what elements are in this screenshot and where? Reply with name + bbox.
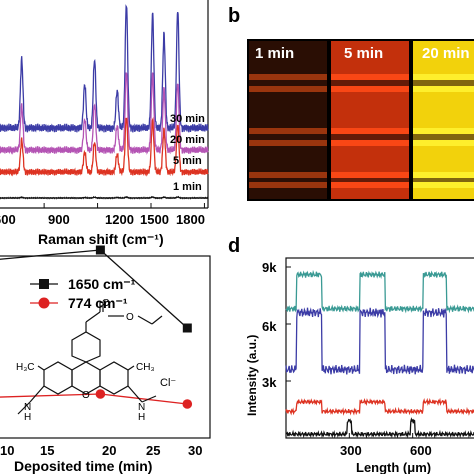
profile-lower: [285, 397, 474, 416]
panel-label-d: d: [228, 235, 240, 257]
molecule-o-carbonyl: O: [102, 298, 110, 309]
electrode-gap: [330, 134, 410, 140]
panel-d-ytick-6k: 6k: [262, 319, 277, 334]
ring-right: [99, 361, 129, 395]
panel-b-frames: [247, 39, 474, 201]
panel-c-tick-25: 25: [146, 443, 160, 458]
molecule-nh-right: N: [138, 402, 145, 413]
panel-a-x-axis-label: Raman shift (cm⁻¹): [38, 231, 164, 247]
panel-c: 1650 cm⁻¹ 774 cm⁻¹ O O O: [0, 245, 211, 474]
legend-label-774: 774 cm⁻¹: [68, 295, 128, 311]
molecule-ch3: CH₃: [136, 362, 155, 373]
panel-d-y-axis-label: Intensity (a.u.): [245, 335, 259, 416]
profile-bottom: [285, 417, 474, 439]
panel-c-tick-20: 20: [102, 443, 116, 458]
panel-a: 600 900 1200 1500 1800 Raman shift (cm⁻¹…: [0, 0, 209, 247]
panel-d-frame: [285, 257, 474, 439]
point-square: [182, 323, 192, 333]
panel-c-legend: 1650 cm⁻¹ 774 cm⁻¹: [30, 276, 136, 311]
panel-c-x-axis-label: Deposited time (min): [14, 458, 152, 474]
molecule-nh-left-h: H: [24, 412, 31, 423]
ring-phenyl: [71, 331, 101, 363]
panel-a-traces: [0, 4, 209, 200]
raman-trace-20min: [0, 72, 209, 155]
raman-trace-5min: [0, 116, 209, 177]
optical-frame-border: [247, 39, 329, 201]
panel-c-tick-10: 10: [0, 443, 14, 458]
point-circle: [182, 399, 193, 409]
panel-d-ytick-3k: 3k: [262, 375, 277, 390]
panel-d-x-axis-label: Length (μm): [356, 460, 431, 474]
molecule-o-ester: O: [126, 312, 134, 323]
panel-a-tick-900: 900: [48, 212, 70, 227]
panel-d: d 9k 6k 3k 300 600 Length (μm) Intensity…: [228, 235, 474, 474]
molecule-nh-right-h: H: [138, 412, 145, 423]
electrode-gap: [412, 178, 474, 182]
frame-label-5min: 5 min: [344, 45, 383, 62]
trace-label-30: 30 min: [170, 113, 205, 125]
electrode-gap: [248, 134, 328, 140]
electrode-gap: [330, 80, 410, 86]
panel-a-tick-600: 600: [0, 212, 16, 227]
optical-frame-border: [329, 39, 411, 201]
electrode-gap: [248, 80, 328, 86]
electrode-gap: [412, 80, 474, 86]
molecule-chloride: Cl⁻: [160, 377, 176, 389]
panel-d-xtick-600: 600: [410, 443, 432, 458]
profile-upper: [285, 307, 474, 375]
molecule-h3c: H₃C: [16, 362, 35, 373]
legend-marker-square: [39, 279, 49, 289]
legend-marker-circle: [38, 297, 50, 309]
electrode-gap: [330, 178, 410, 182]
bond-ester-2: [85, 311, 101, 323]
trace-label-1: 1 min: [173, 181, 202, 193]
trace-label-20: 20 min: [170, 134, 205, 146]
panel-c-tick-30: 30: [188, 443, 202, 458]
molecule-nh-left: N: [24, 402, 31, 413]
raman-trace-1min: [0, 195, 209, 200]
panel-a-tick-1500: 1500: [140, 212, 169, 227]
electrode-gap: [412, 134, 474, 140]
panel-a-tick-1200: 1200: [105, 212, 134, 227]
trace-label-5: 5 min: [173, 155, 202, 167]
panel-c-frame: [0, 255, 211, 439]
panel-d-ytick-9k: 9k: [262, 260, 277, 275]
panel-c-tick-15: 15: [40, 443, 54, 458]
profile-top: [285, 269, 474, 314]
electrode-gap: [248, 178, 328, 182]
rhodamine-structure: [17, 302, 163, 415]
panel-d-series: [285, 266, 474, 439]
frame-label-20min: 20 min: [422, 45, 470, 62]
legend-label-1650: 1650 cm⁻¹: [68, 276, 136, 292]
point-square: [95, 245, 105, 255]
raman-trace-30min: [0, 4, 209, 134]
optical-frame-border: [411, 39, 474, 201]
panel-label-b: b: [228, 5, 240, 27]
point-circle: [95, 389, 106, 399]
panel-c-series: [0, 245, 193, 409]
panel-b: b 1 min 5 min 20 min: [228, 5, 474, 201]
molecule-o-ring: O: [82, 390, 90, 401]
panel-a-x-ticks: [43, 203, 205, 208]
panel-d-xtick-300: 300: [340, 443, 362, 458]
panel-a-tick-1800: 1800: [176, 212, 205, 227]
frame-label-1min: 1 min: [255, 45, 294, 62]
ring-left: [43, 361, 73, 395]
